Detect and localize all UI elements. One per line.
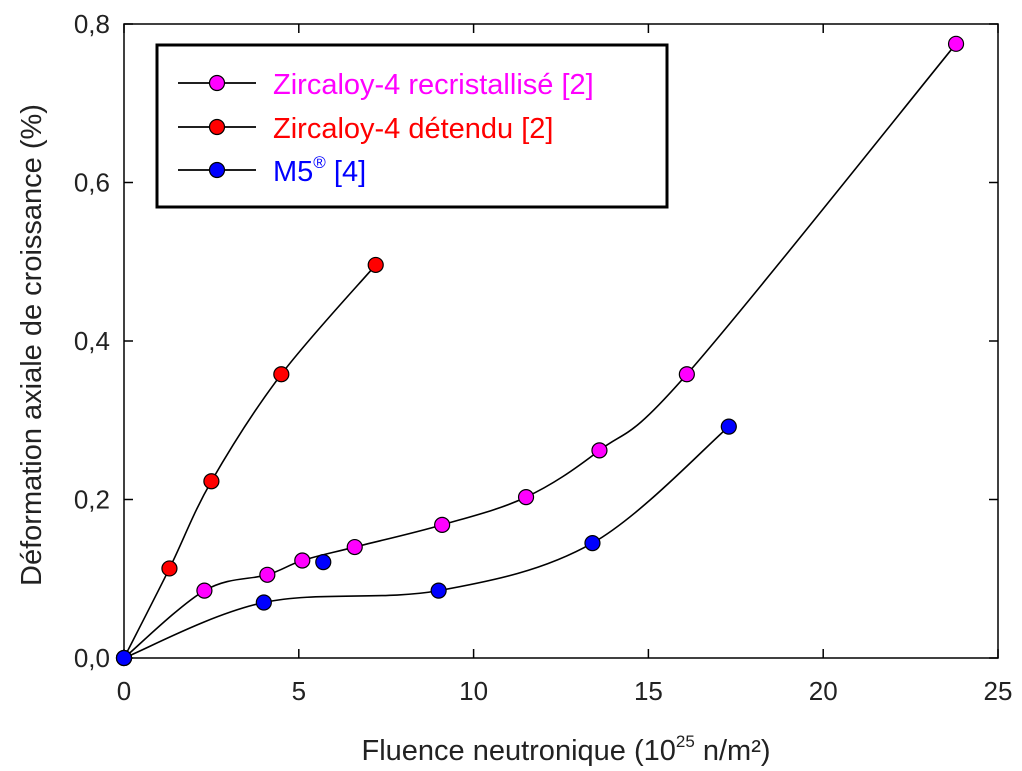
- series-line-zr4-recristallise: [123, 43, 957, 659]
- series-markers: [115, 35, 965, 667]
- x-axis-label: Fluence neutronique (1025 n/m²): [361, 732, 770, 767]
- y-tick-label: 0,8: [74, 9, 110, 39]
- data-point-zr4-detendu: [367, 256, 384, 274]
- data-point-zr4-recristallise: [517, 489, 535, 506]
- tick-labels: 0 5 10 15 20 25 0,0 0,2 0,4 0,6 0,8: [74, 9, 1013, 706]
- x-tick-label: 25: [984, 676, 1013, 706]
- legend: Zircaloy-4 recristallisé [2] Zircaloy-4 …: [155, 43, 669, 209]
- legend-label-m5: M5® [4]: [273, 153, 366, 188]
- x-axis-label-main: Fluence neutronique (10: [361, 735, 675, 767]
- series-line-zr4-detendu: [123, 264, 377, 659]
- legend-marker-m5: [208, 161, 226, 179]
- data-point-m5: [584, 534, 601, 552]
- x-axis-label-end: n/m²): [695, 735, 771, 767]
- data-point-zr4-recristallise: [591, 442, 608, 459]
- x-tick-label: 15: [634, 676, 663, 706]
- data-point-m5: [720, 418, 737, 435]
- x-tick-label: 20: [809, 676, 838, 706]
- legend-label-m5-end: [4]: [326, 156, 366, 188]
- data-point-zr4-recristallise: [196, 582, 213, 599]
- legend-label-zr4-detendu: Zircaloy-4 détendu [2]: [273, 113, 553, 145]
- legend-label-m5-sup: ®: [313, 153, 326, 172]
- data-point-zr4-detendu: [273, 366, 290, 383]
- data-point-zr4-recristallise: [259, 566, 276, 583]
- data-point-zr4-recristallise: [947, 35, 965, 52]
- y-tick-label: 0,4: [74, 326, 110, 356]
- data-point-zr4-recristallise: [346, 538, 363, 556]
- series-line-m5: [123, 425, 730, 659]
- y-axis-label: Déformation axiale de croissance (%): [16, 104, 48, 586]
- legend-label-zr4-recristallise: Zircaloy-4 recristallisé [2]: [273, 69, 594, 101]
- legend-box: [155, 43, 669, 209]
- x-tick-label: 0: [117, 676, 131, 706]
- data-point-zr4-recristallise: [294, 552, 311, 569]
- data-point-m5: [255, 594, 272, 611]
- data-point-zr4-detendu: [203, 473, 220, 490]
- x-tick-label: 10: [459, 676, 488, 706]
- y-tick-label: 0,0: [74, 643, 110, 673]
- x-tick-label: 5: [292, 676, 306, 706]
- y-tick-label: 0,6: [74, 168, 110, 198]
- y-tick-label: 0,2: [74, 485, 110, 515]
- data-point-m5: [115, 649, 133, 667]
- data-point-zr4-detendu: [161, 560, 178, 577]
- data-point-zr4-recristallise: [678, 366, 695, 383]
- x-axis-label-sup: 25: [676, 732, 695, 751]
- data-point-zr4-recristallise: [434, 516, 451, 533]
- legend-marker-zr4-recristallise: [208, 74, 226, 92]
- legend-label-m5-main: M5: [273, 156, 313, 188]
- legend-marker-zr4-detendu: [208, 118, 226, 136]
- data-point-m5: [315, 554, 332, 571]
- data-point-m5: [430, 582, 447, 599]
